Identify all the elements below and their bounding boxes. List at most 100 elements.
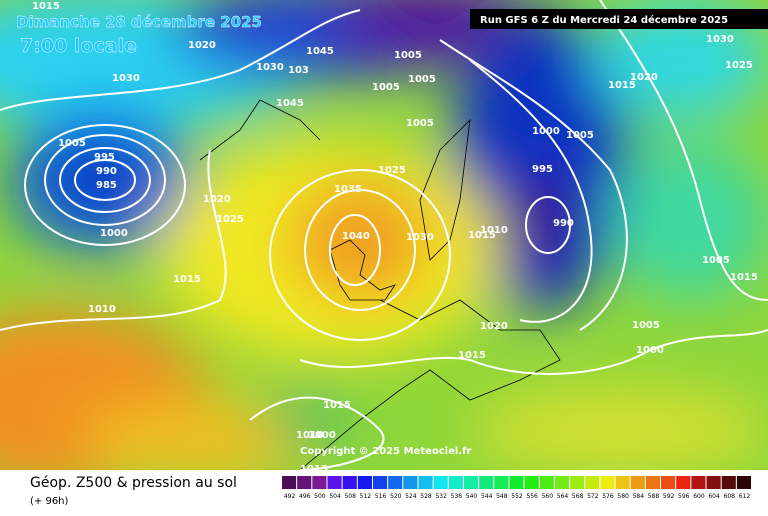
scale-label: 604 <box>708 493 720 500</box>
isobar-label: 1005 <box>58 138 86 149</box>
scale-label: 524 <box>405 493 417 500</box>
isobar-label: 1005 <box>408 74 436 85</box>
scale-swatch <box>736 476 751 489</box>
scale-swatch <box>585 476 600 489</box>
scale-label: 496 <box>299 493 311 500</box>
isobar-label: 1000 <box>532 126 560 137</box>
isobar-label: 995 <box>94 152 115 163</box>
scale-swatch <box>721 476 736 489</box>
scale-swatch <box>645 476 661 489</box>
scale-swatch <box>327 476 342 489</box>
scale-swatch <box>600 476 615 489</box>
scale-swatch <box>524 476 539 489</box>
scale-swatch <box>509 476 524 489</box>
isobar-label: 1025 <box>378 165 406 176</box>
run-info: Run GFS 6 Z du Mercredi 24 décembre 2025 <box>480 14 728 26</box>
scale-swatch <box>448 476 463 489</box>
isobar-label: 1010 <box>296 430 324 441</box>
scale-label: 592 <box>663 493 675 500</box>
scale-label: 572 <box>587 493 599 500</box>
scale-label: 580 <box>617 493 629 500</box>
isobar-label: 1045 <box>276 98 304 109</box>
scale-label: 596 <box>678 493 690 500</box>
footer-title: Géop. Z500 & pression au sol <box>30 475 237 491</box>
scale-label: 532 <box>435 493 447 500</box>
forecast-time: 7:00 locale <box>20 35 137 57</box>
isobar-label: 103 <box>288 65 309 76</box>
isobar-label: 1015 <box>173 274 201 285</box>
isobar-label: 1030 <box>256 62 284 73</box>
scale-swatch <box>554 476 570 489</box>
scale-swatch <box>372 476 388 489</box>
isobar-label: 1045 <box>306 46 334 57</box>
scale-label: 544 <box>481 493 493 500</box>
scale-swatch <box>570 476 585 489</box>
scale-label: 568 <box>572 493 584 500</box>
scale-swatch <box>297 476 312 489</box>
isobar-label: 985 <box>96 180 117 191</box>
scale-swatch <box>357 476 372 489</box>
scale-label: 512 <box>360 493 372 500</box>
scale-label: 612 <box>739 493 751 500</box>
scale-label: 576 <box>602 493 614 500</box>
isobar-label: 1005 <box>406 118 434 129</box>
isobar-label: 1015 <box>730 272 758 283</box>
scale-swatch <box>418 476 433 489</box>
scale-swatch <box>282 476 297 489</box>
isobars <box>0 0 768 470</box>
isobar-label: 1010 <box>480 225 508 236</box>
isobar-label: 1005 <box>566 130 594 141</box>
isobar-label: 1005 <box>394 50 422 61</box>
scale-swatch <box>463 476 479 489</box>
scale-label: 504 <box>329 493 341 500</box>
scale-swatch <box>433 476 448 489</box>
isobar-label: 1005 <box>702 255 730 266</box>
scale-label: 564 <box>557 493 569 500</box>
copyright: Copyright © 2025 Meteociel.fr <box>300 446 471 457</box>
scale-label: 536 <box>451 493 463 500</box>
scale-swatch <box>676 476 691 489</box>
isobar-label: 1020 <box>203 194 231 205</box>
isobar-label: 1020 <box>480 321 508 332</box>
scale-swatch <box>494 476 509 489</box>
isobar-label: 1015 <box>608 80 636 91</box>
isobar-label: 1025 <box>725 60 753 71</box>
isobar-label: 990 <box>96 166 117 177</box>
scale-label: 516 <box>375 493 387 500</box>
scale-label: 552 <box>511 493 523 500</box>
scale-label: 560 <box>542 493 554 500</box>
isobar-label: 1000 <box>636 345 664 356</box>
scale-label: 492 <box>284 493 296 500</box>
run-box <box>470 9 768 29</box>
scale-swatch <box>691 476 706 489</box>
scale-swatch <box>615 476 630 489</box>
isobar-label: 1005 <box>372 82 400 93</box>
isobar-label: 1020 <box>630 72 658 83</box>
scale-swatch <box>479 476 494 489</box>
isobar-label: 1015 <box>458 350 486 361</box>
isobar-label: 1000 <box>308 430 336 441</box>
scale-label: 608 <box>724 493 736 500</box>
scale-swatch <box>403 476 418 489</box>
isobar-label: 1015 <box>468 230 496 241</box>
geopotential-field: 1015102010301005995990985100010201025101… <box>0 0 768 470</box>
scale-label: 556 <box>526 493 538 500</box>
scale-swatch <box>706 476 721 489</box>
scale-label: 588 <box>648 493 660 500</box>
isobar-label: 1005 <box>632 320 660 331</box>
scale-swatch <box>388 476 403 489</box>
isobar-label: 1030 <box>112 73 140 84</box>
scale-swatch <box>630 476 645 489</box>
scale-swatch <box>312 476 327 489</box>
isobar-label: 1025 <box>216 214 244 225</box>
isobar-label: 1010 <box>88 304 116 315</box>
forecast-date: Dimanche 28 décembre 2025 <box>16 13 262 31</box>
scale-label: 520 <box>390 493 402 500</box>
scale-label: 600 <box>693 493 705 500</box>
scale-label: 500 <box>314 493 326 500</box>
footer-lead: (+ 96h) <box>30 496 69 507</box>
scale-swatch <box>342 476 357 489</box>
coastlines <box>199 99 561 470</box>
isobar-label: 1015 <box>323 400 351 411</box>
isobar-label: 1040 <box>342 231 370 242</box>
